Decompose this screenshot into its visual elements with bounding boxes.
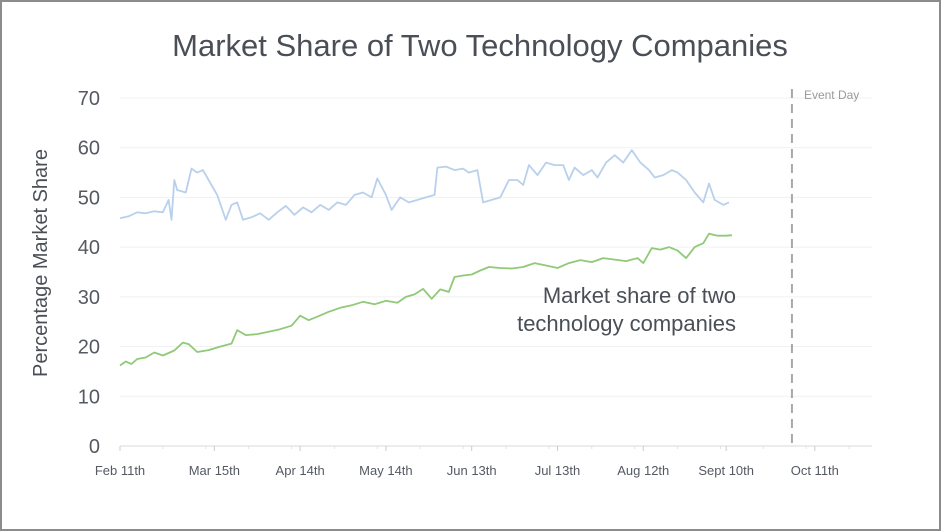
annotation-line: Market share of two [543, 283, 736, 308]
x-tick-label: Sept 10th [698, 463, 754, 478]
y-tick-label: 10 [78, 386, 100, 408]
x-tick-label: Jun 13th [447, 463, 497, 478]
y-tick-label: 50 [78, 187, 100, 209]
grid-lines [120, 98, 872, 396]
annotation-line: technology companies [517, 311, 736, 336]
event-day-label: Event Day [804, 88, 859, 102]
x-tick-label: Feb 11th [95, 463, 145, 478]
x-tick-label: May 14th [359, 463, 412, 478]
chart-title: Market Share of Two Technology Companies [172, 28, 788, 63]
x-tick-label: Aug 12th [617, 463, 669, 478]
event-marker: Event Day [792, 88, 859, 446]
x-tick-label: Jul 13th [535, 463, 581, 478]
x-tick-label: Oct 11th [791, 463, 839, 478]
y-tick-label: 70 [78, 88, 100, 110]
series-annotation: Market share of two technology companies [517, 283, 736, 336]
x-tick-label: Apr 14th [276, 463, 325, 478]
y-tick-label: 20 [78, 337, 100, 359]
y-tick-label: 30 [78, 287, 100, 309]
y-tick-label: 0 [89, 436, 100, 458]
series-line-1 [120, 150, 729, 220]
y-tick-label: 40 [78, 237, 100, 259]
y-axis-label: Percentage Market Share [30, 149, 52, 377]
x-tick-label: Mar 15th [189, 463, 240, 478]
x-axis: Feb 11th Mar 15th Apr 14th May 14th Jun 13th… [95, 446, 872, 478]
y-tick-label: 60 [78, 138, 100, 160]
